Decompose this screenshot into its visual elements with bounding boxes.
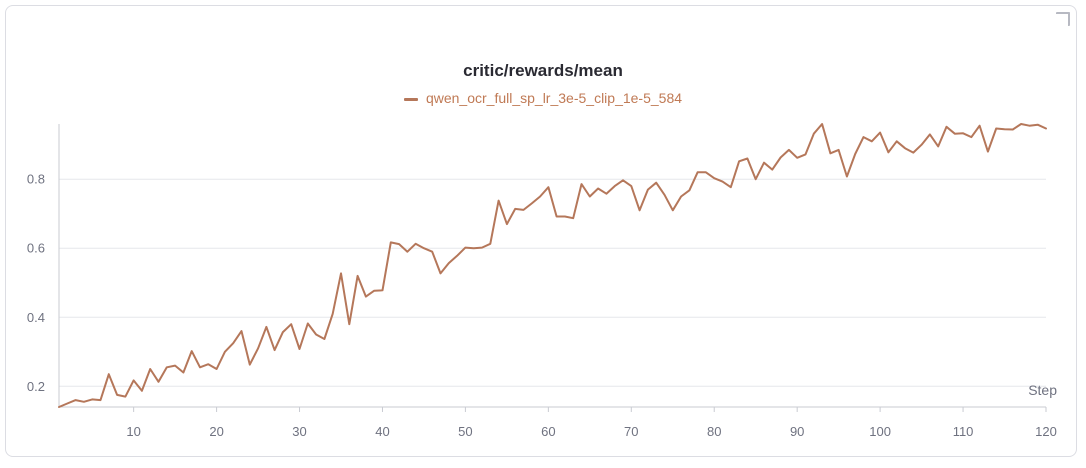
chart-panel	[5, 5, 1077, 457]
y-ticks: 0.2 0.4 0.6 0.8	[27, 172, 45, 394]
x-tick-label: 60	[541, 424, 555, 439]
x-tick-label: 120	[1035, 424, 1057, 439]
x-tick-label: 20	[209, 424, 223, 439]
y-tick-label: 0.6	[27, 241, 45, 256]
legend-swatch	[403, 97, 418, 101]
y-tick-label: 0.8	[27, 172, 45, 187]
x-tick-label: 40	[375, 424, 389, 439]
x-tick-label: 30	[292, 424, 306, 439]
expand-icon[interactable]	[1056, 12, 1070, 26]
x-tick-label: 80	[707, 424, 721, 439]
chart-title: critic/rewards/mean	[463, 61, 623, 80]
legend-label: qwen_ocr_full_sp_lr_3e-5_clip_1e-5_584	[425, 90, 683, 106]
y-tick-label: 0.4	[27, 310, 45, 325]
x-tick-label: 110	[953, 424, 974, 439]
grid-lines	[59, 178, 1046, 387]
x-tick-label: 10	[126, 424, 140, 439]
x-tick-label: 100	[869, 424, 891, 439]
y-tick-label: 0.2	[27, 379, 45, 394]
x-ticks: 10 20 30 40 50 60 70 80 90 100 110 120	[126, 407, 1057, 439]
x-tick-label: 50	[458, 424, 472, 439]
chart-legend[interactable]: qwen_ocr_full_sp_lr_3e-5_clip_1e-5_584	[0, 90, 1086, 106]
series-group	[58, 123, 1047, 408]
x-axis-title: Step	[1028, 382, 1057, 398]
series-line[interactable]	[58, 123, 1047, 408]
x-tick-label: 70	[624, 424, 638, 439]
x-tick-label: 90	[790, 424, 804, 439]
